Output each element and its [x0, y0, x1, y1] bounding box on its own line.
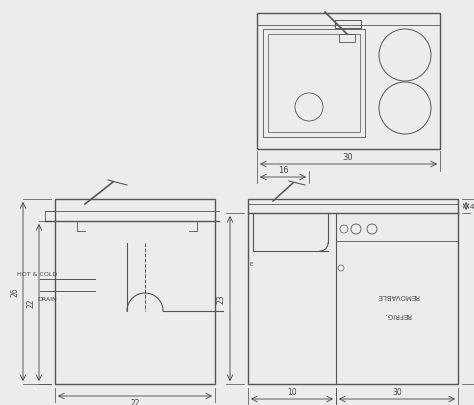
Bar [268, 35, 360, 133]
Bar [55, 200, 215, 384]
Bar [339, 35, 355, 43]
Text: 22: 22 [130, 398, 140, 405]
Text: REFRIG.: REFRIG. [384, 311, 412, 317]
Text: 16: 16 [278, 166, 288, 175]
Text: 30: 30 [392, 387, 402, 396]
Text: 26: 26 [10, 287, 19, 296]
Bar [335, 21, 361, 29]
Text: DRAIN: DRAIN [37, 297, 57, 302]
Bar [257, 14, 440, 149]
Text: HOT & COLD: HOT & COLD [17, 271, 57, 276]
Text: 10: 10 [287, 387, 297, 396]
Bar [45, 211, 55, 222]
Text: E: E [250, 261, 254, 266]
Text: 23: 23 [217, 294, 226, 304]
Bar [263, 30, 365, 138]
Text: REMOVABLE: REMOVABLE [377, 292, 419, 298]
Text: 22: 22 [26, 298, 35, 307]
Text: 4: 4 [470, 203, 474, 209]
Text: 30: 30 [343, 153, 353, 162]
Bar [248, 200, 458, 384]
